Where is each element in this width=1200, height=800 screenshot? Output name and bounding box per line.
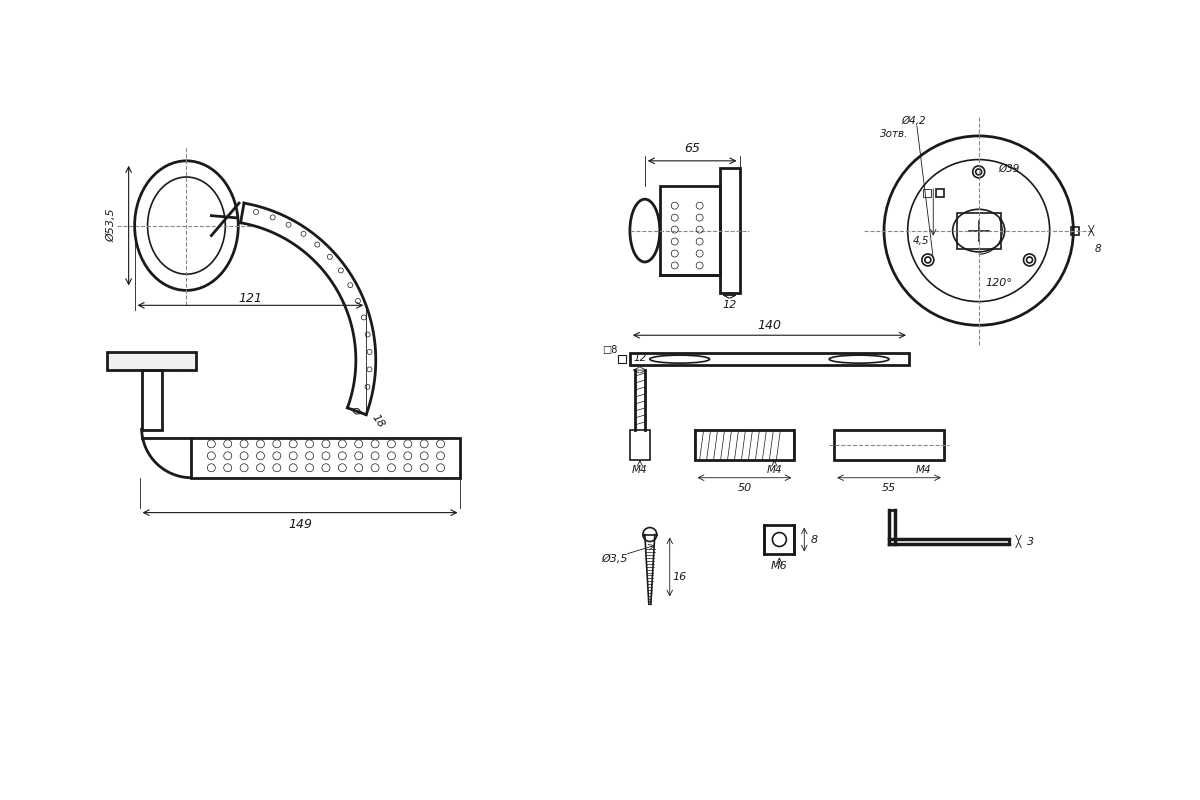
Text: 121: 121 (239, 292, 263, 305)
Text: □8: □8 (602, 345, 618, 355)
Text: 16: 16 (672, 572, 686, 582)
Text: 149: 149 (288, 518, 312, 531)
Bar (630, 353, 908, 365)
Text: 55: 55 (882, 482, 896, 493)
Bar (764, 525, 794, 554)
Bar (192, 438, 461, 478)
Text: 65: 65 (684, 142, 700, 155)
Text: 18: 18 (370, 413, 386, 430)
Bar (695, 430, 794, 460)
Text: 3: 3 (1027, 537, 1034, 546)
Text: 50: 50 (737, 482, 751, 493)
Bar (630, 430, 650, 460)
Text: 140: 140 (757, 318, 781, 332)
Text: M6: M6 (772, 562, 787, 571)
Bar (107, 352, 197, 370)
Bar (924, 190, 931, 198)
Text: 8: 8 (811, 534, 818, 545)
Bar (834, 430, 944, 460)
Bar (720, 168, 739, 294)
Text: Ø4,2: Ø4,2 (901, 116, 926, 126)
Bar (660, 186, 720, 275)
Text: 12: 12 (634, 353, 647, 363)
Bar (1072, 226, 1079, 234)
Text: M4: M4 (632, 465, 648, 474)
Text: M4: M4 (916, 465, 931, 474)
Bar (956, 213, 1001, 249)
Text: 3отв.: 3отв. (880, 129, 908, 139)
Text: Ø53,5: Ø53,5 (107, 209, 116, 242)
Text: M4: M4 (767, 465, 782, 474)
Text: 12: 12 (722, 300, 737, 310)
Bar (936, 190, 944, 198)
Text: 120°: 120° (985, 278, 1012, 288)
Text: 4,5: 4,5 (913, 235, 930, 246)
Text: Ø3,5: Ø3,5 (601, 554, 628, 565)
Bar (618, 355, 626, 363)
Text: 8: 8 (1094, 243, 1102, 254)
Bar (142, 370, 162, 430)
Text: Ø39: Ø39 (998, 163, 1019, 174)
